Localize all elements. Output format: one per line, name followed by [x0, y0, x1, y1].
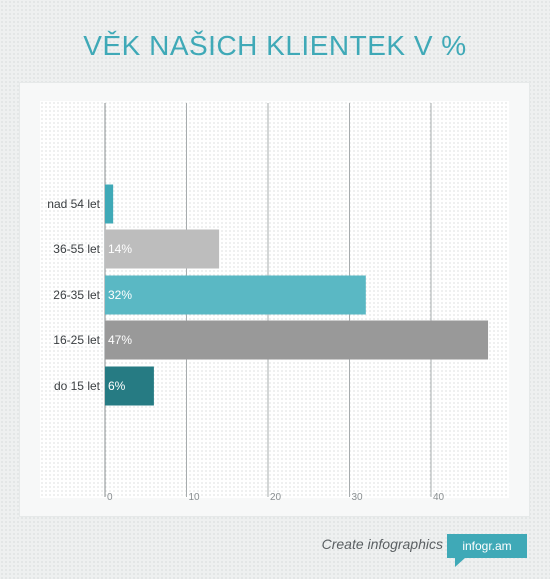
bar — [105, 320, 489, 360]
data-label: 32% — [108, 288, 132, 302]
category-label: nad 54 let — [47, 197, 100, 211]
bar — [105, 275, 366, 315]
data-label: 6% — [108, 379, 126, 393]
chart-title: VĚK NAŠICH KLIENTEK V % — [83, 30, 467, 61]
category-label: 16-25 let — [53, 333, 100, 347]
bar — [105, 229, 220, 269]
category-label: do 15 let — [54, 379, 101, 393]
x-tick-label: 20 — [270, 492, 282, 503]
x-tick-label: 30 — [352, 492, 364, 503]
footer-create-text[interactable]: Create infographics — [321, 536, 443, 552]
data-label: 47% — [108, 333, 132, 347]
x-tick-label: 40 — [433, 492, 445, 503]
badge-tail — [455, 558, 465, 567]
x-tick-label: 0 — [107, 492, 113, 503]
category-label: 26-35 let — [53, 288, 100, 302]
infogram-badge[interactable]: infogr.am — [447, 534, 527, 558]
bar — [105, 184, 114, 224]
data-label: 14% — [108, 242, 132, 256]
x-tick-label: 10 — [189, 492, 201, 503]
bar — [105, 366, 154, 406]
category-label: 36-55 let — [53, 242, 100, 256]
